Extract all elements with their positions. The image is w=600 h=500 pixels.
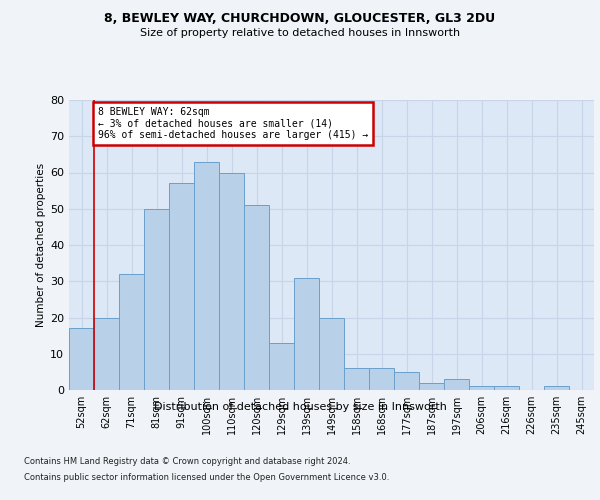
Bar [244,205,269,390]
Y-axis label: Number of detached properties: Number of detached properties [36,163,46,327]
Text: 8, BEWLEY WAY, CHURCHDOWN, GLOUCESTER, GL3 2DU: 8, BEWLEY WAY, CHURCHDOWN, GLOUCESTER, G… [104,12,496,26]
Bar [344,368,369,390]
Text: Contains HM Land Registry data © Crown copyright and database right 2024.: Contains HM Land Registry data © Crown c… [24,458,350,466]
Bar [144,209,169,390]
Bar [394,372,419,390]
Bar [544,386,569,390]
Text: Contains public sector information licensed under the Open Government Licence v3: Contains public sector information licen… [24,472,389,482]
Bar [69,328,94,390]
Bar [419,383,444,390]
Bar [319,318,344,390]
Bar [169,184,194,390]
Bar [369,368,394,390]
Text: Distribution of detached houses by size in Innsworth: Distribution of detached houses by size … [154,402,446,412]
Text: 8 BEWLEY WAY: 62sqm
← 3% of detached houses are smaller (14)
96% of semi-detache: 8 BEWLEY WAY: 62sqm ← 3% of detached hou… [98,108,368,140]
Bar [269,343,294,390]
Bar [494,386,519,390]
Bar [469,386,494,390]
Text: Size of property relative to detached houses in Innsworth: Size of property relative to detached ho… [140,28,460,38]
Bar [94,318,119,390]
Bar [219,172,244,390]
Bar [294,278,319,390]
Bar [444,379,469,390]
Bar [194,162,219,390]
Bar [119,274,144,390]
